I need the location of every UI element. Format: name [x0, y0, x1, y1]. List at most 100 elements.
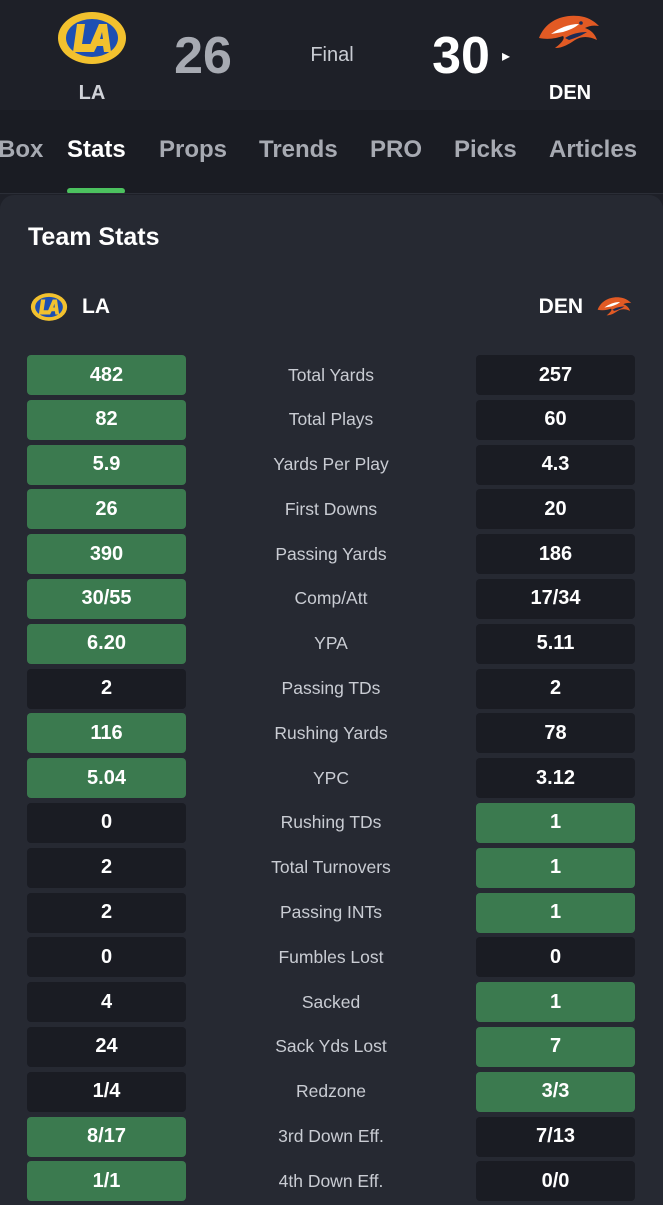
stat-label: YPC	[313, 767, 349, 788]
stat-row: 0 Rushing TDs 1	[0, 802, 663, 848]
tab-articles[interactable]: Articles	[549, 136, 638, 163]
winner-arrow-icon: ▸	[502, 48, 511, 65]
stat-row: 2 Total Turnovers 1	[0, 847, 663, 893]
stat-row: 5.04 YPC 3.12	[0, 758, 663, 803]
stats-table: 482 Total Yards 257 82 Total Plays 60 5.9 Yards…	[0, 355, 663, 1205]
away-stat-value: 0/0	[476, 1161, 635, 1202]
home-score: 26	[174, 27, 232, 85]
away-stat-value: 1	[476, 847, 635, 888]
rams-logo-icon	[58, 12, 126, 64]
away-stat-value: 2	[476, 668, 635, 709]
stat-label: Sack Yds Lost	[275, 1036, 387, 1057]
stat-row: 2 Passing TDs 2	[0, 668, 663, 714]
scoreboard: LA 26 Final 30 ▸ DEN	[0, 0, 663, 110]
home-stat-value: 5.04	[27, 758, 186, 799]
away-stat-value: 20	[476, 489, 635, 530]
stat-label: Total Turnovers	[271, 857, 391, 878]
away-stat-value: 257	[476, 355, 635, 395]
away-stat-value: 78	[476, 713, 635, 754]
home-stat-value: 1/1	[27, 1161, 186, 1202]
tab-trends[interactable]: Trends	[259, 136, 338, 163]
tab-bar: Box Stats Props Trends PRO Picks Article…	[0, 110, 663, 194]
rams-logo-icon	[30, 293, 68, 321]
stat-label: 4th Down Eff.	[278, 1170, 384, 1191]
home-stat-value: 0	[27, 802, 186, 843]
stat-label: Total Yards	[288, 364, 374, 385]
home-stat-value: 82	[27, 399, 186, 440]
tab-props[interactable]: Props	[159, 136, 228, 163]
away-team-abbr: DEN	[548, 82, 592, 104]
stat-row: 4 Sacked 1	[0, 982, 663, 1027]
home-stat-value: 24	[27, 1026, 186, 1067]
home-stat-value: 116	[27, 713, 186, 754]
home-stat-value: 2	[27, 847, 186, 888]
team-stats-card: Team Stats LA DEN 482 Total Yards 257 82 Tot…	[0, 195, 663, 1205]
stat-label: Comp/Att	[294, 588, 368, 609]
stat-label: YPA	[314, 633, 348, 654]
away-stat-value: 1	[476, 892, 635, 933]
broncos-logo-icon	[597, 297, 632, 316]
stat-label: Rushing Yards	[274, 722, 388, 743]
stat-row: 26 First Downs 20	[0, 489, 663, 534]
tab-picks[interactable]: Picks	[454, 136, 517, 163]
home-team-abbr: LA	[82, 295, 110, 318]
stat-row: 24 Sack Yds Lost 7	[0, 1026, 663, 1072]
stat-label: Redzone	[295, 1081, 367, 1102]
home-stat-value: 482	[27, 355, 186, 395]
stat-label: Yards Per Play	[273, 454, 389, 475]
home-stat-value: 2	[27, 892, 186, 933]
away-team-header: DEN	[539, 291, 635, 323]
home-stat-value: 4	[27, 982, 186, 1023]
tab-stats[interactable]: Stats	[67, 136, 126, 163]
away-stat-value: 186	[476, 534, 635, 575]
stat-row: 8/17 3rd Down Eff. 7/13	[0, 1116, 663, 1162]
home-stat-value: 1/4	[27, 1071, 186, 1112]
stat-label: Passing TDs	[281, 678, 381, 699]
game-status: Final	[310, 44, 354, 66]
away-stat-value: 4.3	[476, 444, 635, 485]
away-team-abbr: DEN	[538, 295, 583, 318]
away-stat-value: 3.12	[476, 758, 635, 799]
tab-pro[interactable]: PRO	[370, 136, 423, 163]
stat-label: Passing INTs	[279, 902, 383, 923]
away-stat-value: 7	[476, 1026, 635, 1067]
home-team-abbr: LA	[78, 82, 106, 104]
stat-label: Total Plays	[288, 409, 374, 430]
home-stat-value: 30/55	[27, 578, 186, 619]
broncos-logo-icon	[539, 15, 599, 49]
stat-row: 5.9 Yards Per Play 4.3	[0, 444, 663, 490]
away-stat-value: 17/34	[476, 578, 635, 619]
home-stat-value: 0	[27, 937, 186, 978]
stat-row: 2 Passing INTs 1	[0, 892, 663, 938]
home-stat-value: 6.20	[27, 623, 186, 664]
section-title: Team Stats	[28, 223, 160, 251]
stat-label: Sacked	[301, 991, 361, 1012]
stat-row: 1/4 Redzone 3/3	[0, 1071, 663, 1117]
away-stat-value: 5.11	[476, 623, 635, 664]
away-stat-value: 3/3	[476, 1071, 635, 1112]
home-stat-value: 26	[27, 489, 186, 530]
stat-row: 482 Total Yards 257	[0, 355, 663, 400]
stat-row: 116 Rushing Yards 78	[0, 713, 663, 758]
stat-row: 82 Total Plays 60	[0, 399, 663, 445]
home-stat-value: 390	[27, 534, 186, 575]
stat-label: Passing Yards	[275, 543, 387, 564]
tab-box[interactable]: Box	[0, 136, 44, 163]
active-tab-indicator	[67, 188, 125, 193]
away-stat-value: 0	[476, 937, 635, 978]
stat-row: 390 Passing Yards 186	[0, 534, 663, 579]
away-score: 30	[432, 27, 490, 85]
away-team[interactable]: DEN	[530, 8, 610, 108]
home-team[interactable]: LA	[52, 8, 132, 108]
home-stat-value: 5.9	[27, 444, 186, 485]
home-stat-value: 2	[27, 668, 186, 709]
stat-label: Fumbles Lost	[278, 946, 384, 967]
home-stat-value: 8/17	[27, 1116, 186, 1157]
away-stat-value: 1	[476, 982, 635, 1023]
stat-label: 3rd Down Eff.	[278, 1126, 384, 1147]
home-team-header: LA	[28, 291, 110, 323]
away-stat-value: 7/13	[476, 1116, 635, 1157]
away-stat-value: 60	[476, 399, 635, 440]
stat-label: First Downs	[284, 498, 378, 519]
stat-row: 1/1 4th Down Eff. 0/0	[0, 1161, 663, 1205]
